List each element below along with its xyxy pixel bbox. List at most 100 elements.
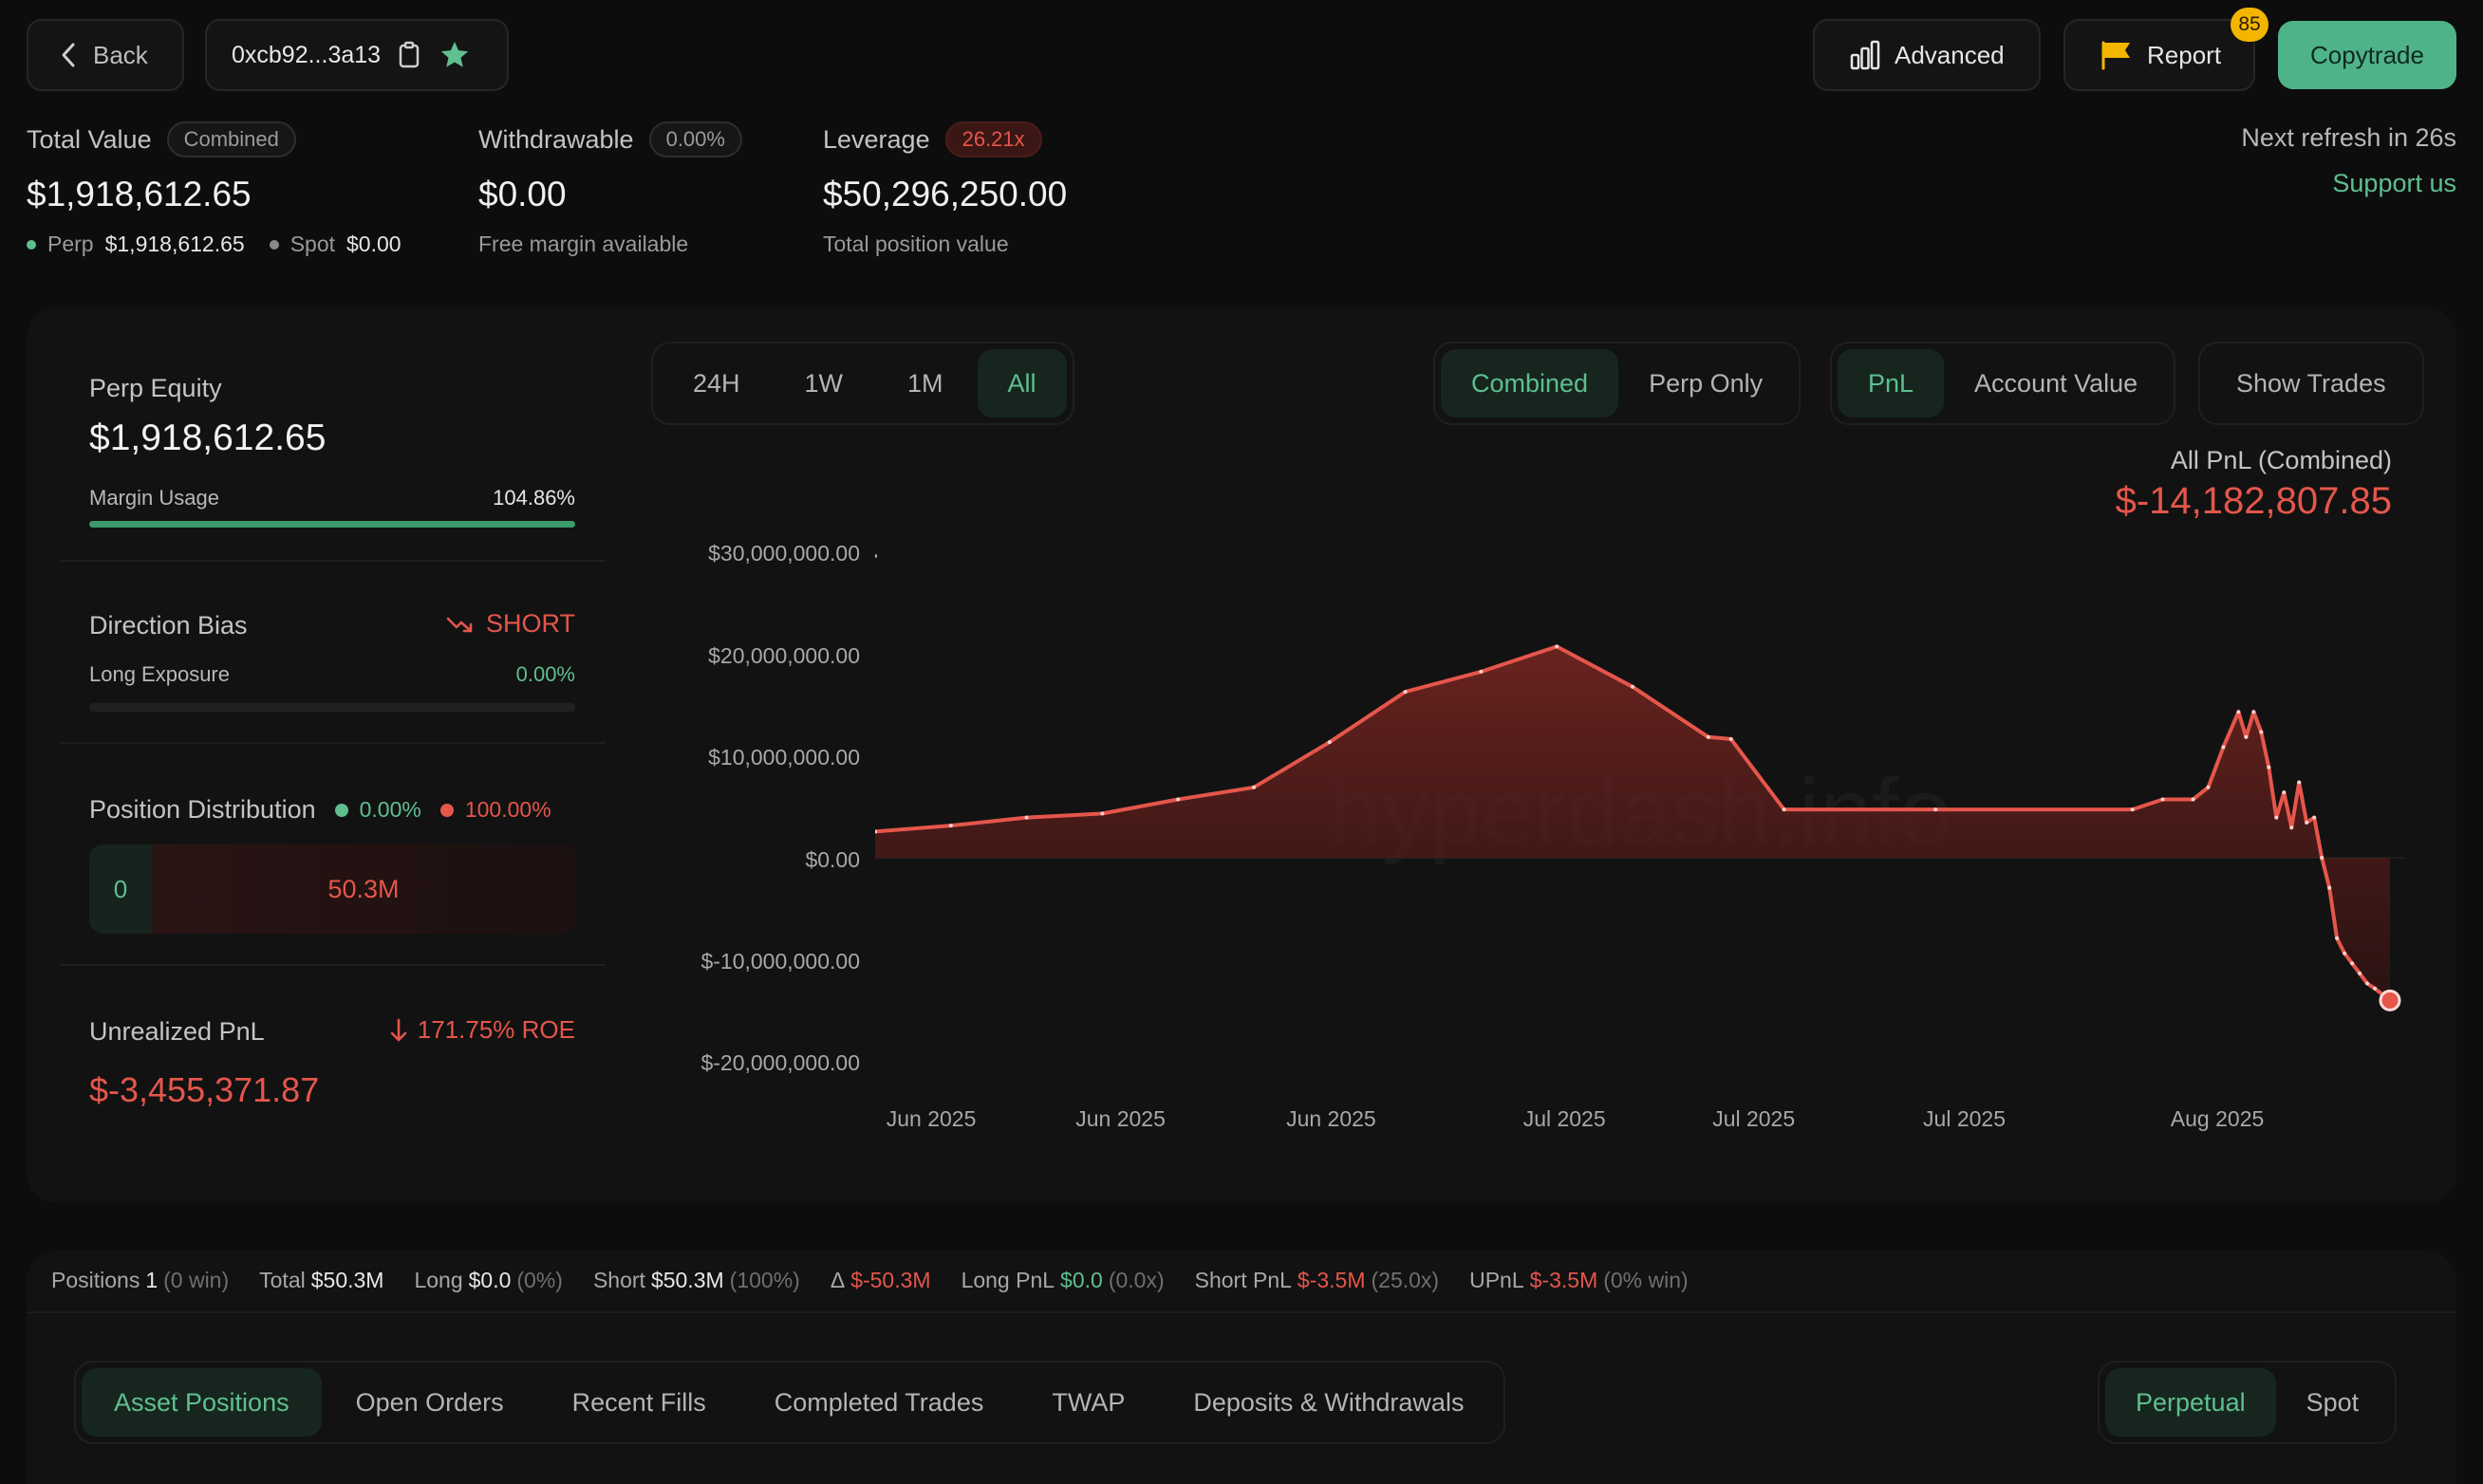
pnl-chart[interactable]: hyperdash.info [875, 531, 2405, 1082]
total-value-pill: Combined [166, 121, 296, 158]
direction-bias-value: SHORT [485, 609, 575, 638]
pnl-point [2191, 797, 2195, 802]
back-label: Back [93, 40, 148, 69]
tab-perpetual[interactable]: Perpetual [2105, 1368, 2276, 1437]
overview-card [27, 307, 2456, 1203]
arrow-down-icon [390, 1018, 407, 1041]
pnl-point [1631, 684, 1634, 689]
pnl-point [1024, 815, 1029, 820]
pnl-point [1933, 807, 1938, 812]
pnl-point [1100, 811, 1105, 816]
back-button[interactable]: Back [27, 19, 184, 91]
pnl-point [2289, 825, 2294, 830]
copy-icon[interactable] [398, 41, 420, 69]
range-all[interactable]: All [977, 349, 1067, 417]
scope-combined[interactable]: Combined [1441, 349, 1619, 417]
short-pct: (100%) [729, 1268, 800, 1292]
pnl-point [2206, 785, 2211, 789]
chevron-left-icon [62, 43, 75, 67]
dist-long-segment: 0 [89, 844, 152, 934]
leverage-sub: Total position value [823, 232, 1009, 256]
tab-open-orders[interactable]: Open Orders [355, 1387, 504, 1417]
tab-recent-fills[interactable]: Recent Fills [571, 1387, 706, 1417]
y-axis-labels: $30,000,000.00 $20,000,000.00 $10,000,00… [664, 0, 860, 1484]
pnl-point [2160, 797, 2165, 802]
refresh-text: Next refresh in 26s [2241, 123, 2456, 152]
chart-title: All PnL (Combined) [2170, 446, 2392, 474]
perp-value: $1,918,612.65 [104, 232, 245, 256]
direction-bias-label: Direction Bias [89, 611, 248, 640]
short-pnl-x: (25.0x) [1371, 1268, 1440, 1292]
total-value-label: Total Value [27, 124, 152, 154]
dist-short-pct: 100.00% [464, 797, 551, 822]
leverage-label: Leverage [823, 124, 930, 154]
y-tick: $20,000,000.00 [708, 643, 860, 668]
long-pnl-x: (0.0x) [1108, 1268, 1165, 1292]
x-tick: Jul 2025 [1923, 1106, 2006, 1131]
pnl-point [2335, 936, 2340, 940]
short-label: Short [592, 1268, 645, 1292]
dist-long-pct: 0.00% [359, 797, 421, 822]
tab-completed-trades[interactable]: Completed Trades [774, 1387, 984, 1417]
pnl-point [2274, 815, 2279, 820]
tab-twap[interactable]: TWAP [1052, 1387, 1126, 1417]
range-selector: 24H 1W 1M All [651, 342, 1074, 425]
long-exposure-track [89, 703, 575, 712]
leverage-pill: 26.21x [944, 121, 1042, 158]
pnl-point [1782, 807, 1786, 812]
pnl-point [2297, 780, 2302, 785]
long-value: $0.0 [468, 1268, 512, 1292]
report-button[interactable]: Report [2063, 19, 2255, 91]
pnl-point [2259, 730, 2264, 734]
pnl-point [2221, 745, 2226, 750]
x-tick: Jun 2025 [1075, 1106, 1166, 1131]
pnl-point [1555, 644, 1559, 649]
market-tabs: Perpetual Spot [2098, 1361, 2398, 1444]
perp-equity-label: Perp Equity [89, 374, 222, 402]
margin-usage-fill [89, 521, 575, 528]
total-label: Total [259, 1268, 306, 1292]
show-trades-button[interactable]: Show Trades [2236, 368, 2386, 398]
long-pct: (0%) [516, 1268, 563, 1292]
short-pnl-value: $-3.5M [1297, 1268, 1366, 1292]
pnl-point [2282, 790, 2287, 795]
chart-headline-value: $-14,182,807.85 [2115, 480, 2392, 522]
star-icon[interactable] [438, 39, 472, 71]
range-1m[interactable]: 1M [907, 368, 943, 398]
scope-perp-only[interactable]: Perp Only [1649, 368, 1764, 398]
direction-bias-indicator: SHORT [446, 609, 575, 639]
upnl-label: UPnL [1469, 1268, 1524, 1292]
support-link[interactable]: Support us [2332, 169, 2456, 197]
short-value: $50.3M [650, 1268, 724, 1292]
unrealized-label: Unrealized PnL [89, 1017, 265, 1046]
long-exposure-label: Long Exposure [89, 662, 230, 686]
metric-account-value[interactable]: Account Value [1974, 368, 2138, 398]
tab-deposits-withdrawals[interactable]: Deposits & Withdrawals [1193, 1387, 1465, 1417]
advanced-button[interactable]: Advanced [1813, 19, 2041, 91]
distribution-bar: 0 50.3M [89, 844, 575, 934]
withdrawable-value: $0.00 [478, 175, 567, 213]
metric-pnl[interactable]: PnL [1838, 349, 1945, 417]
range-1w[interactable]: 1W [804, 368, 844, 398]
total-value: $50.3M [310, 1268, 384, 1292]
pnl-point [2358, 971, 2362, 975]
y-tick: $0.00 [805, 847, 860, 872]
report-badge: 85 [2231, 8, 2268, 42]
unrealized-value: $-3,455,371.87 [89, 1070, 320, 1109]
divider [61, 964, 606, 966]
pnl-point [2343, 951, 2347, 955]
tab-asset-positions[interactable]: Asset Positions [82, 1368, 322, 1437]
divider [27, 1311, 2456, 1313]
pnl-point [1706, 734, 1710, 739]
axis-top-dot [875, 554, 877, 558]
current-pnl-point[interactable] [2379, 989, 2401, 1011]
margin-usage-value: 104.86% [493, 486, 575, 510]
pnl-point [2305, 820, 2309, 825]
pnl-point [2130, 807, 2135, 812]
roe-value: 171.75% ROE [417, 1015, 575, 1044]
metric-selector: PnL Account Value [1830, 342, 2176, 425]
copytrade-button[interactable]: Copytrade [2278, 21, 2456, 89]
address-chip[interactable]: 0xcb92...3a13 [205, 19, 509, 91]
tab-spot[interactable]: Spot [2306, 1387, 2360, 1417]
range-24h[interactable]: 24H [693, 368, 740, 398]
